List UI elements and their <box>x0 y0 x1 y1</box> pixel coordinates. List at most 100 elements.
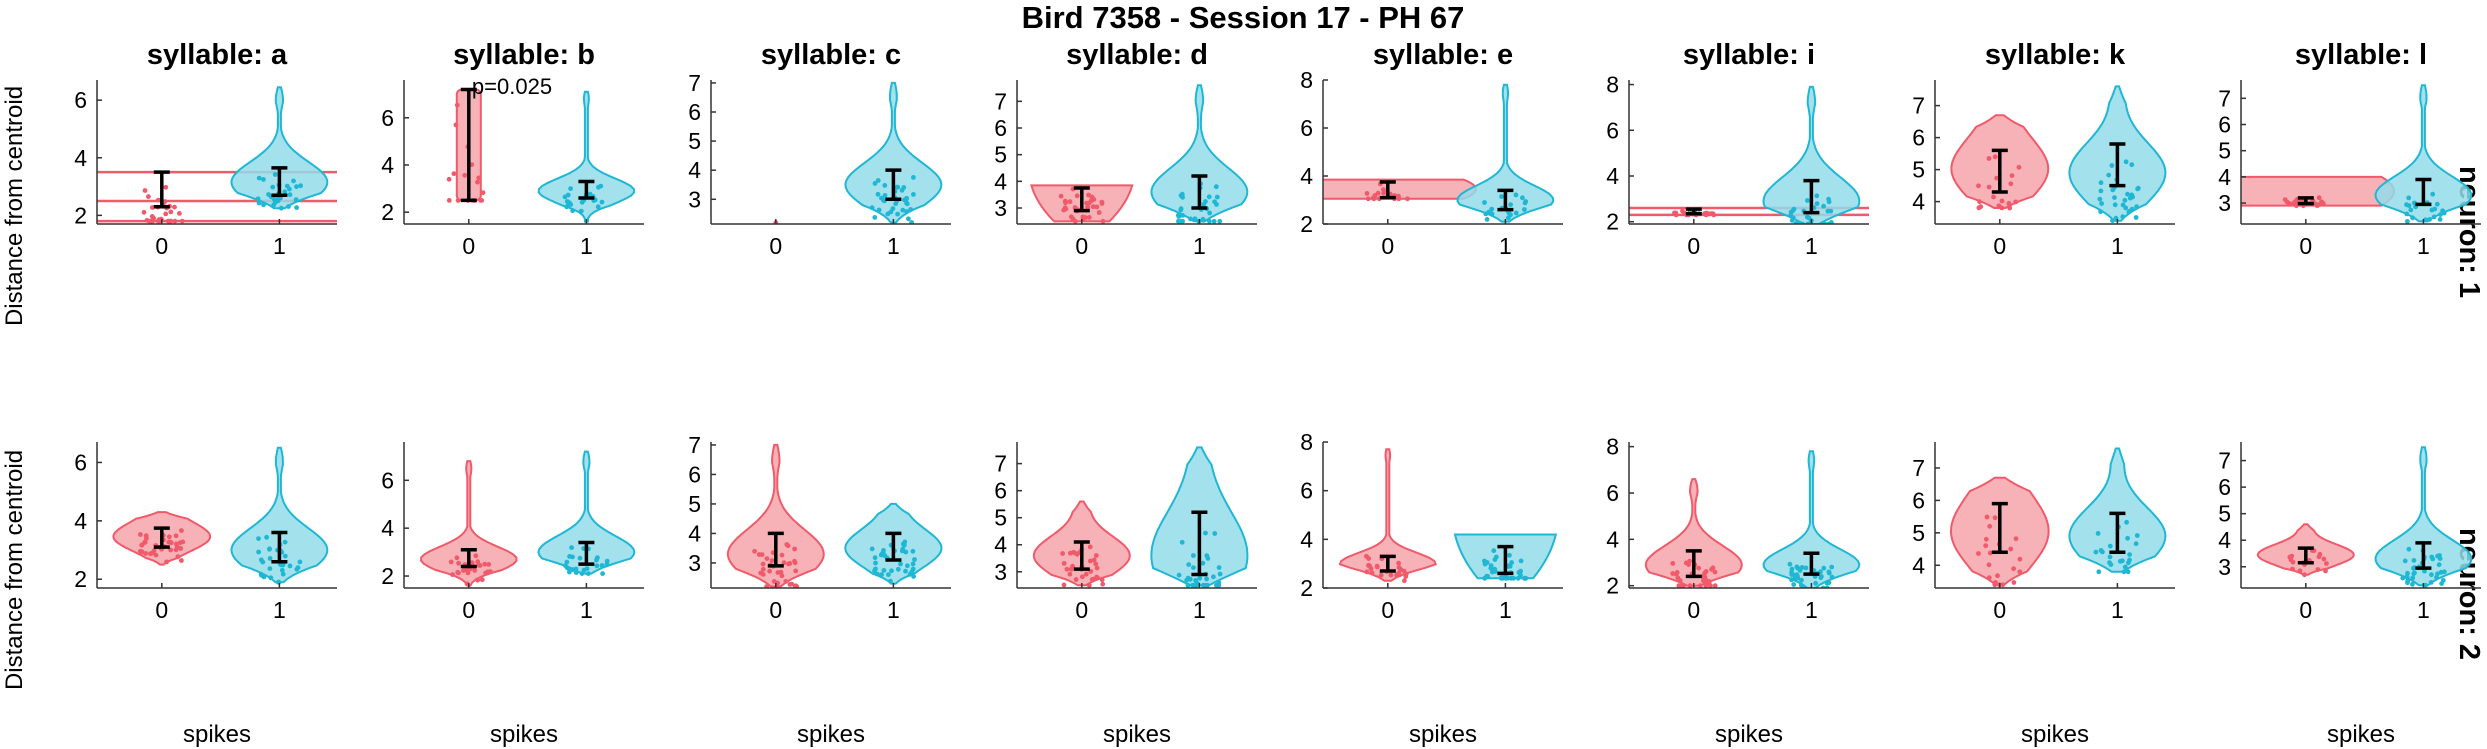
data-point <box>1987 523 1993 529</box>
data-point <box>141 209 147 215</box>
data-point <box>473 553 479 559</box>
group-spikes-0 <box>1644 478 1743 588</box>
data-point <box>1365 196 1371 202</box>
data-point <box>178 546 184 551</box>
y-tick-label: 3 <box>2218 554 2231 580</box>
data-point <box>1712 583 1718 588</box>
y-tick-label: 6 <box>1912 487 1925 513</box>
data-point <box>1485 574 1491 579</box>
data-point <box>1364 553 1369 559</box>
data-point <box>2323 568 2328 574</box>
data-point <box>901 185 907 190</box>
y-tick-label: 2 <box>1606 209 1619 235</box>
data-point <box>1506 210 1512 216</box>
violin-shape <box>844 81 943 224</box>
data-point <box>1217 218 1223 224</box>
y-tick-label: 5 <box>994 505 1007 531</box>
data-point <box>1976 205 1982 211</box>
data-point <box>2097 196 2103 202</box>
data-point <box>261 202 266 208</box>
data-point <box>1402 578 1407 584</box>
data-point <box>1992 154 1998 160</box>
data-point <box>475 179 480 185</box>
data-point <box>179 218 185 224</box>
data-point <box>1789 569 1794 575</box>
data-point <box>2292 199 2298 205</box>
data-point <box>1405 196 1410 202</box>
data-point <box>1207 218 1212 224</box>
y-tick-label: 4 <box>994 532 1007 558</box>
data-point <box>2016 164 2022 170</box>
y-tick-label: 6 <box>1912 125 1925 151</box>
group-spikes-1 <box>1150 84 1249 224</box>
data-point <box>1396 196 1402 202</box>
data-point <box>267 546 272 552</box>
data-point <box>272 172 278 177</box>
y-tick-label: 5 <box>1912 520 1925 546</box>
data-point <box>2406 195 2412 201</box>
group-spikes-0 <box>420 460 518 587</box>
y-tick-label: 2 <box>1300 211 1313 237</box>
y-tick-label: 4 <box>74 508 87 534</box>
data-point <box>255 196 261 202</box>
x-tick-label: 0 <box>1993 597 2006 623</box>
data-point <box>1803 565 1809 571</box>
data-point <box>1061 561 1067 566</box>
data-point <box>476 175 482 181</box>
data-point <box>155 197 161 203</box>
x-tick-label: 1 <box>2417 597 2430 623</box>
violin-shape <box>1762 85 1861 224</box>
y-tick-label: 7 <box>688 70 701 96</box>
data-point <box>2411 558 2417 563</box>
data-point <box>2013 199 2019 205</box>
data-point <box>1063 200 1068 206</box>
data-point <box>456 570 461 576</box>
data-point <box>1178 207 1184 213</box>
violin-shape <box>230 446 329 584</box>
data-point <box>1188 216 1193 222</box>
y-tick-label: 4 <box>1606 163 1619 189</box>
data-point <box>172 218 178 224</box>
data-point <box>1507 552 1512 558</box>
iqr-errorbar <box>1685 207 1702 216</box>
violin-shape <box>537 450 636 575</box>
data-point <box>910 561 916 567</box>
data-point <box>2011 580 2017 585</box>
iqr-errorbar <box>1191 174 1208 210</box>
data-point <box>1492 557 1498 562</box>
data-point <box>2099 201 2105 206</box>
y-tick-label: 6 <box>994 115 1007 141</box>
data-point <box>564 565 570 571</box>
data-point <box>297 559 303 565</box>
data-point <box>1824 580 1830 586</box>
data-point <box>1790 208 1796 214</box>
data-point <box>1203 530 1208 536</box>
data-point <box>1515 575 1521 581</box>
data-point <box>1516 570 1522 575</box>
data-point <box>585 571 591 576</box>
data-point <box>1703 210 1709 216</box>
data-point <box>1378 572 1384 578</box>
data-point <box>2017 556 2023 562</box>
data-point <box>878 552 884 558</box>
data-point <box>1513 210 1519 216</box>
data-point <box>451 171 457 177</box>
y-tick-label: 8 <box>1300 67 1313 93</box>
data-point <box>1200 560 1206 566</box>
data-point <box>1696 565 1701 571</box>
data-point <box>2109 163 2115 168</box>
panel-1: syllable: a 2 4 6 0 1 <box>74 39 337 259</box>
y-tick-label: 4 <box>688 520 701 546</box>
data-point <box>2135 186 2141 192</box>
data-point <box>2290 559 2296 565</box>
iqr-errorbar <box>153 526 170 549</box>
y-tick-label: 2 <box>381 563 394 589</box>
x-tick-label: 1 <box>887 597 900 623</box>
y-tick-label: 4 <box>74 145 87 171</box>
data-point <box>479 577 485 583</box>
y-tick-label: 4 <box>1606 526 1619 552</box>
data-point <box>904 201 910 207</box>
data-point <box>139 542 145 548</box>
y-tick-label: 4 <box>381 152 394 178</box>
y-tick-label: 8 <box>1606 72 1619 98</box>
